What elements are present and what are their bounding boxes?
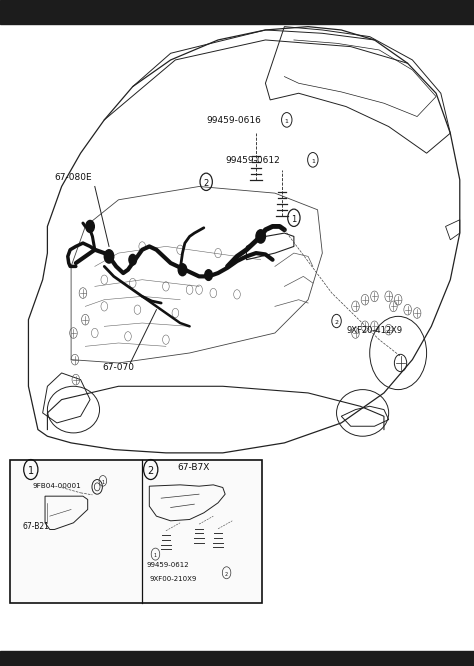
Text: 1: 1: [311, 159, 315, 164]
Text: 67-080E: 67-080E: [55, 172, 92, 182]
Text: 99459-0612: 99459-0612: [147, 562, 190, 569]
Circle shape: [104, 250, 114, 263]
Circle shape: [129, 254, 137, 265]
Text: 2: 2: [147, 466, 154, 476]
Text: 2: 2: [203, 178, 209, 188]
Text: 9XF00-210X9: 9XF00-210X9: [149, 575, 197, 582]
Text: 1: 1: [285, 119, 289, 124]
Text: 67-070: 67-070: [102, 362, 134, 372]
Text: 99459-0612: 99459-0612: [225, 156, 280, 165]
Text: 67-B7X: 67-B7X: [178, 462, 210, 472]
Bar: [10, 460, 262, 603]
Text: 9XF20-412X9: 9XF20-412X9: [346, 326, 402, 335]
Text: 1: 1: [154, 553, 157, 558]
Circle shape: [205, 270, 212, 280]
Text: 9FB04-00001: 9FB04-00001: [32, 482, 81, 489]
Text: 2: 2: [225, 571, 228, 577]
Text: 1: 1: [291, 214, 297, 224]
Circle shape: [86, 220, 94, 232]
Circle shape: [178, 264, 187, 276]
Bar: [0, 0, 474, 24]
Text: 99459-0616: 99459-0616: [206, 116, 261, 125]
Text: 2: 2: [335, 320, 338, 325]
Text: 67-B21: 67-B21: [23, 522, 50, 531]
Circle shape: [256, 230, 265, 243]
Text: 1: 1: [28, 466, 34, 476]
Bar: [0, 651, 474, 666]
Text: 1: 1: [101, 480, 104, 485]
